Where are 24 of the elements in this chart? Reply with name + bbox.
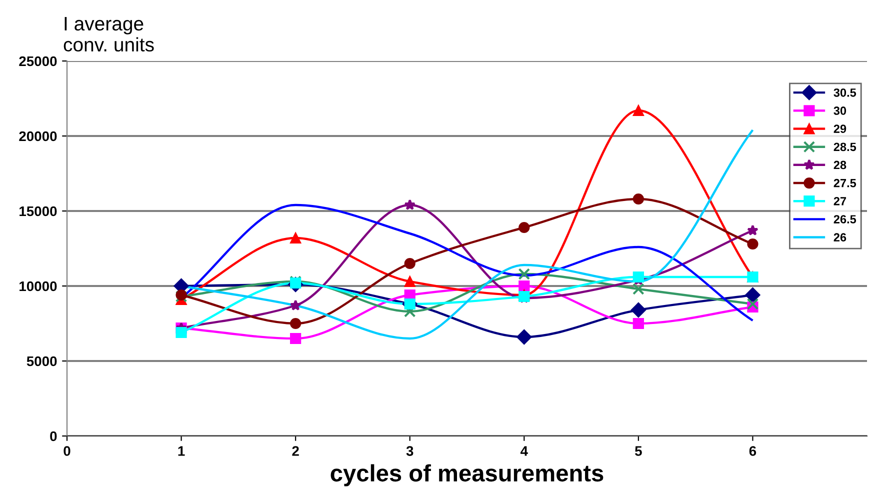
y-tick-label: 20000 [19,131,57,142]
y-tick-label: 5000 [26,356,57,366]
x-tick-label: 3 [406,446,414,456]
y-tick-label: 0 [50,431,57,442]
x-tick-label: 5 [634,446,642,456]
y-tick-label: 10000 [20,281,57,292]
x-tick-label: 1 [178,446,185,456]
x-axis-title: cycles of measurements [330,464,604,486]
y-axis-title: I average conv. units [64,17,154,52]
y-tick-label: 25000 [19,56,57,66]
legend-label: 27.5 [834,178,856,188]
legend-label: 30.5 [834,88,856,97]
legend-label: 26.5 [834,215,856,224]
legend-label: 27 [834,196,846,206]
x-tick-label: 4 [520,446,528,456]
legend-label: 29 [834,124,846,133]
x-tick-label: 0 [64,446,70,456]
legend-label: 28 [834,160,846,170]
legend-label: 30 [834,106,846,115]
y-tick-label: 15000 [20,206,57,216]
x-tick-label: 2 [292,446,299,456]
legend-label: 28.5 [834,142,856,152]
x-tick-label: 6 [749,446,756,456]
legend-label: 26 [834,233,846,242]
